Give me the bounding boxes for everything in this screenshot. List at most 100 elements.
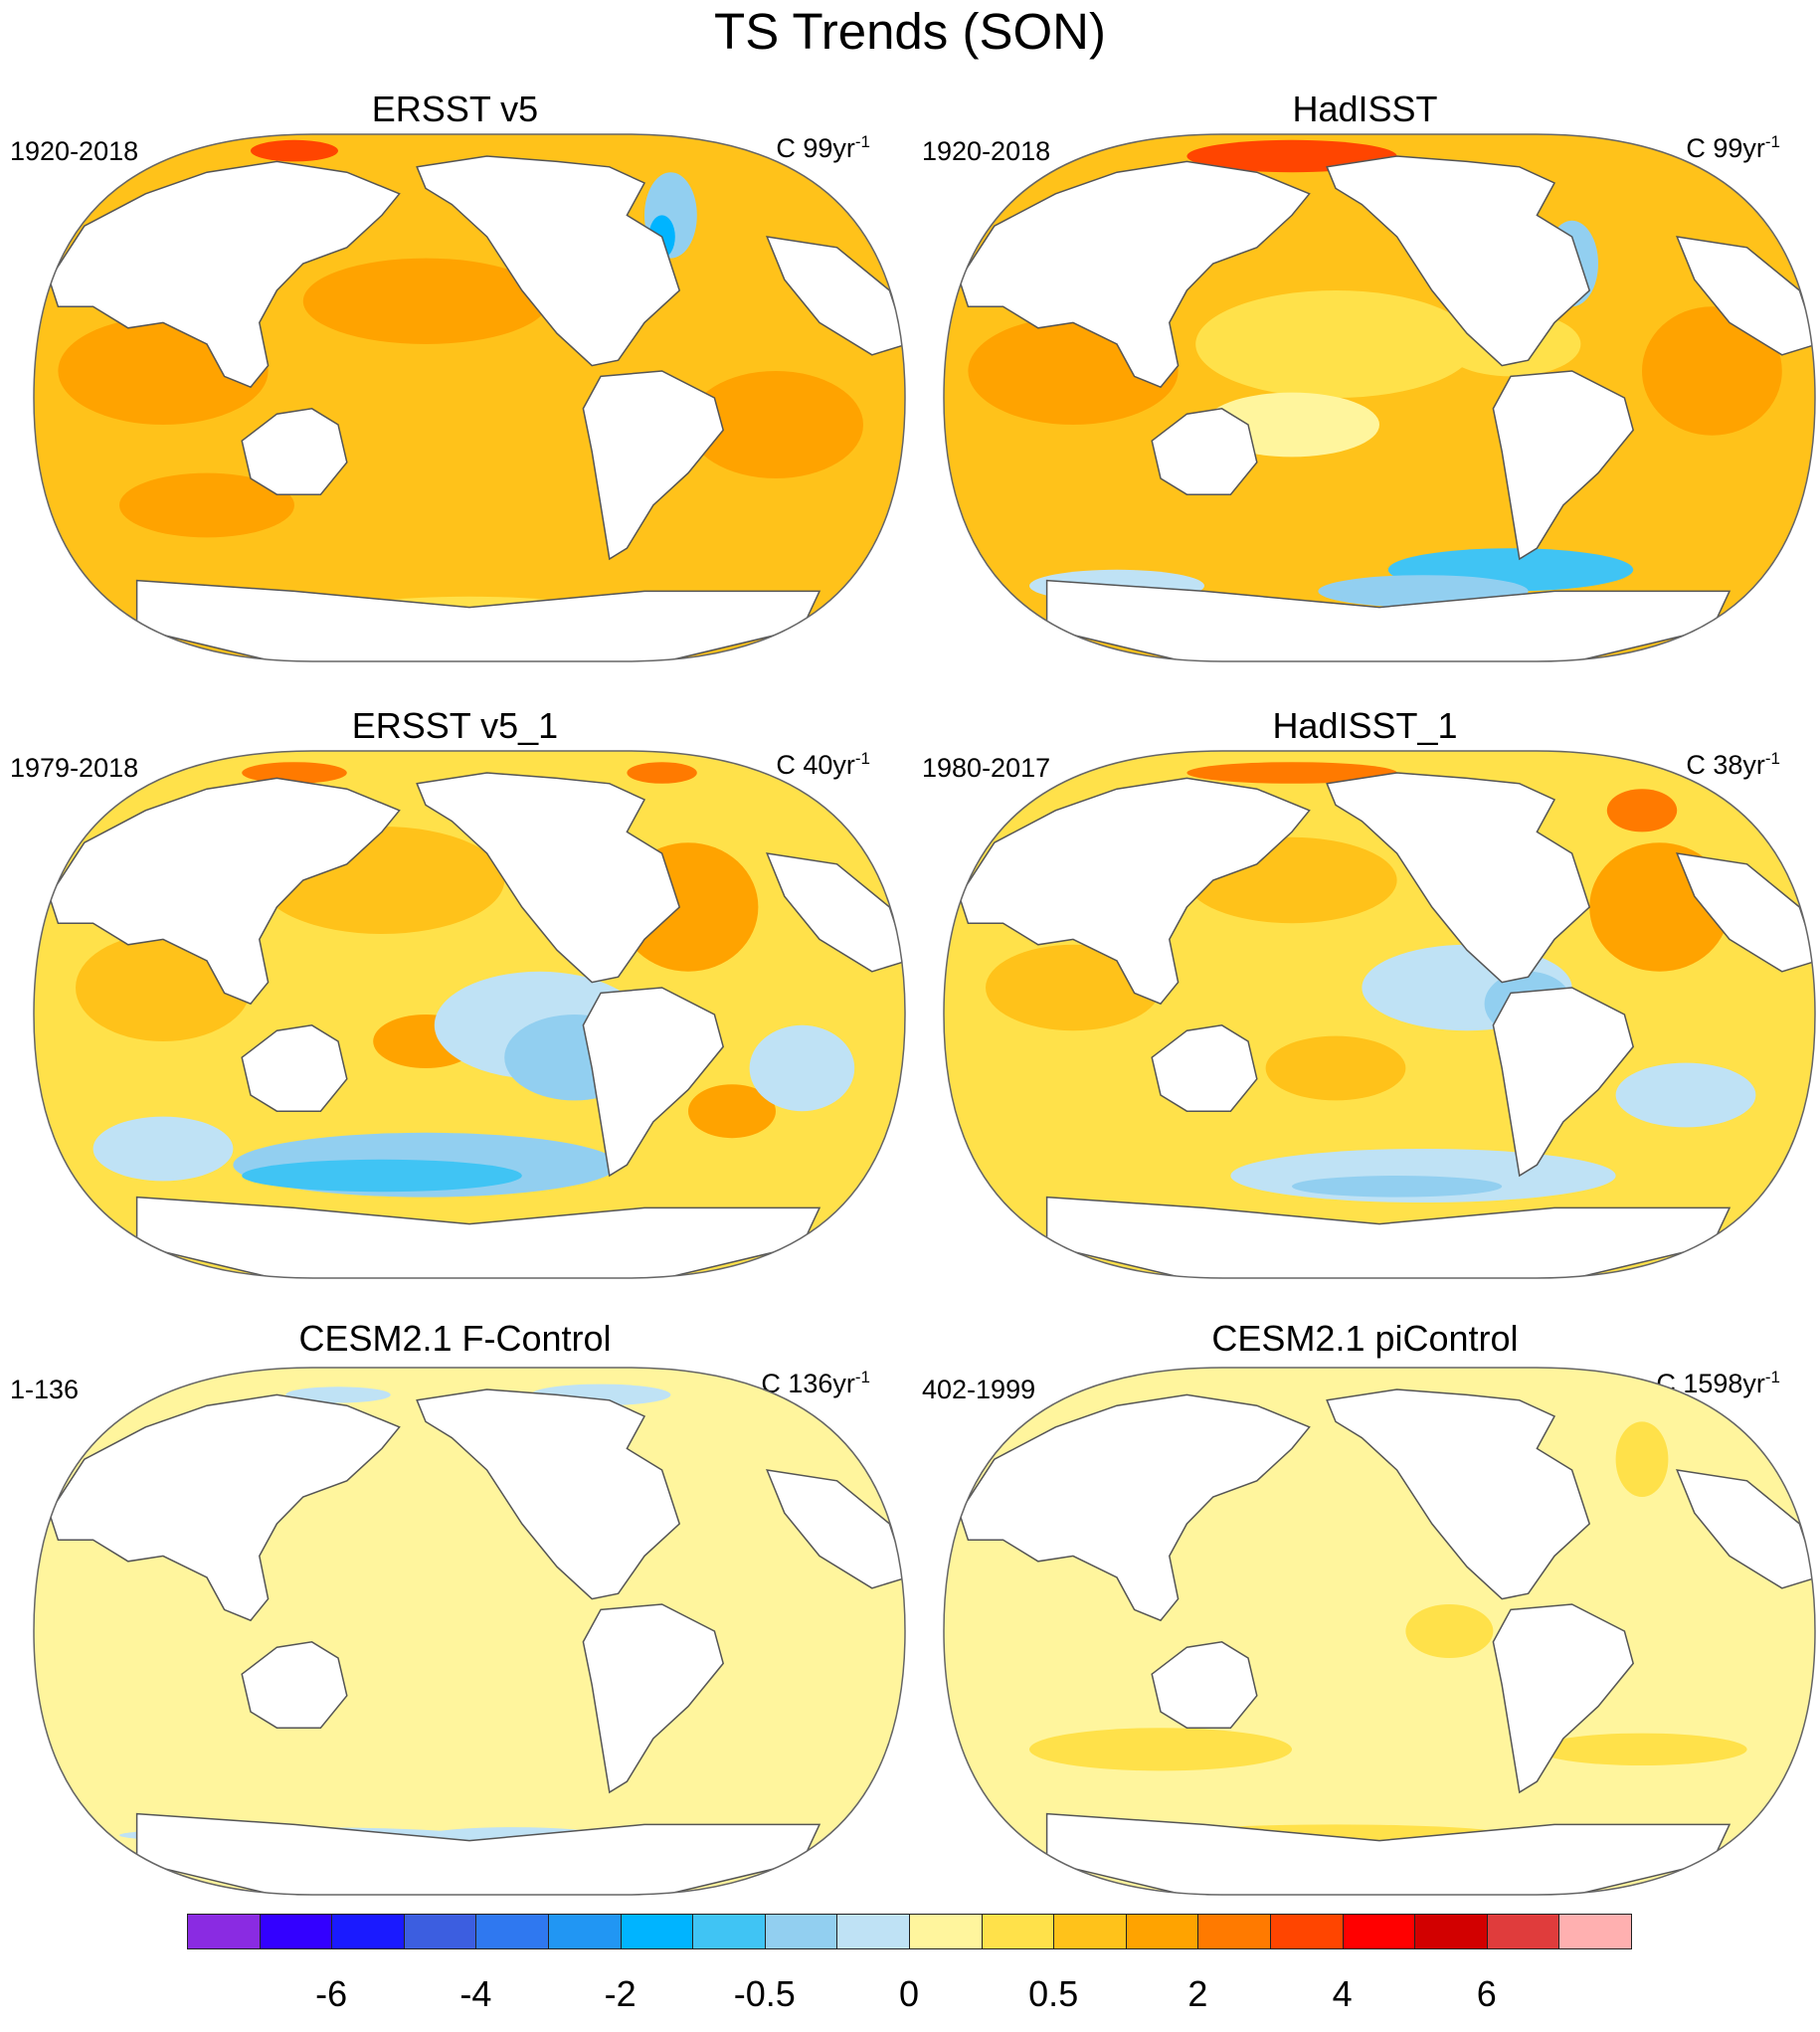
continent-namerica <box>1326 1388 1591 1600</box>
map-panel: CESM2.1 F-Control 1-136 C 136yr-1 <box>0 1318 910 1935</box>
map-panel: ERSST v5_1 1979-2018 C 40yr-1 <box>0 701 910 1318</box>
colorbar-swatch <box>1486 1914 1560 1949</box>
continent-samerica <box>582 1603 725 1794</box>
robinson-map <box>943 750 1816 1279</box>
panel-period: 402-1999 <box>922 1375 1036 1404</box>
trend-region <box>1615 1062 1756 1128</box>
colorbar-tick-label: -2 <box>604 1973 637 2014</box>
continent-samerica <box>1492 987 1635 1178</box>
panel-title: HadISST <box>1292 89 1438 129</box>
continent-asia <box>958 160 1311 389</box>
map-panel: HadISST_1 1980-2017 C 38yr-1 <box>910 701 1820 1318</box>
continent-antarctica <box>1045 1812 1731 1895</box>
colorbar-swatch <box>836 1914 910 1949</box>
colorbar-tick-label: 0 <box>898 1973 920 2014</box>
continent-australia <box>241 1641 348 1729</box>
panel-units: C 99yr-1 <box>776 132 870 163</box>
robinson-map <box>33 133 906 662</box>
map-border <box>33 750 906 1279</box>
trend-region <box>1265 1035 1406 1101</box>
continent-africa <box>766 1469 905 1589</box>
continent-samerica <box>1492 370 1635 561</box>
colorbar-swatch <box>548 1914 622 1949</box>
colorbar-tick-label: -4 <box>459 1973 492 2014</box>
continent-asia <box>958 1393 1311 1622</box>
continent-samerica <box>1492 1603 1635 1794</box>
continent-asia <box>48 160 401 389</box>
panel-title: ERSST v5 <box>371 89 539 129</box>
colorbar-swatch <box>1125 1914 1199 1949</box>
trend-region <box>688 1084 776 1139</box>
colorbar-tick-label: 2 <box>1187 1973 1208 2014</box>
continent-namerica <box>416 155 681 367</box>
continent-africa <box>766 852 905 973</box>
trend-region <box>1186 762 1397 784</box>
colorbar-swatch <box>259 1914 333 1949</box>
colorbar-swatch <box>909 1914 983 1949</box>
panel-title: ERSST v5_1 <box>351 705 559 746</box>
panel-title: CESM2.1 F-Control <box>298 1318 612 1359</box>
trend-region <box>119 472 294 538</box>
colorbar-swatch <box>475 1914 549 1949</box>
panel-title: CESM2.1 piControl <box>1211 1318 1519 1359</box>
map-border <box>943 133 1816 662</box>
continent-antarctica <box>135 579 821 661</box>
colorbar-tick-label: -0.5 <box>733 1973 796 2014</box>
map-border <box>943 750 1816 1279</box>
colorbar-swatch <box>620 1914 694 1949</box>
trend-region <box>1642 306 1782 436</box>
colorbar-swatch <box>1197 1914 1271 1949</box>
continent-antarctica <box>1045 579 1731 661</box>
panel-period: 1-136 <box>10 1375 80 1404</box>
colorbar-swatch <box>1053 1914 1127 1949</box>
panel-units: C 38yr-1 <box>1686 749 1780 780</box>
continent-samerica <box>582 370 725 561</box>
trend-region <box>285 1386 391 1403</box>
continent-australia <box>1151 408 1258 495</box>
continent-australia <box>241 1024 348 1112</box>
map-border <box>943 1367 1816 1896</box>
trend-region <box>1292 1176 1503 1198</box>
trend-region <box>251 139 338 162</box>
continent-namerica <box>416 772 681 984</box>
colorbar-tick-label: -6 <box>315 1973 348 2014</box>
continent-australia <box>1151 1024 1258 1112</box>
panel-units: C 99yr-1 <box>1686 132 1780 163</box>
continent-antarctica <box>1045 1196 1731 1278</box>
continent-asia <box>48 777 401 1006</box>
trend-region <box>302 258 549 344</box>
continent-antarctica <box>135 1196 821 1278</box>
map-panel: ERSST v5 1920-2018 C 99yr-1 <box>0 85 910 701</box>
trend-region <box>986 944 1161 1031</box>
continent-asia <box>48 1393 401 1622</box>
continent-africa <box>1676 1469 1815 1589</box>
figure-title: TS Trends (SON) <box>714 3 1106 60</box>
continent-australia <box>241 408 348 495</box>
trend-region <box>242 1159 522 1193</box>
panel-period: 1920-2018 <box>922 136 1051 166</box>
colorbar-swatch <box>1270 1914 1344 1949</box>
panel-period: 1979-2018 <box>10 753 139 783</box>
map-panel: CESM2.1 piControl 402-1999 C 1598yr-1 <box>910 1318 1820 1935</box>
panel-period: 1920-2018 <box>10 136 139 166</box>
trend-region <box>1029 1728 1292 1771</box>
continent-namerica <box>1326 155 1591 367</box>
trend-region <box>242 762 347 784</box>
map-border <box>33 133 906 662</box>
map-border <box>33 1367 906 1896</box>
colorbar <box>187 1914 1632 1951</box>
robinson-map <box>33 1367 906 1896</box>
continent-africa <box>1676 852 1815 973</box>
colorbar-tick-label: 0.5 <box>1028 1973 1079 2014</box>
map-panel: HadISST 1920-2018 C 99yr-1 <box>910 85 1820 701</box>
trend-region <box>749 1024 855 1112</box>
continent-antarctica <box>135 1812 821 1895</box>
robinson-map <box>943 1367 1816 1896</box>
trend-region <box>1606 789 1678 832</box>
panel-units: C 136yr-1 <box>761 1368 870 1398</box>
robinson-map <box>943 133 1816 662</box>
trend-region <box>1195 290 1476 398</box>
colorbar-tick-label: 6 <box>1476 1973 1497 2014</box>
trend-region <box>627 762 697 784</box>
continent-asia <box>958 777 1311 1006</box>
